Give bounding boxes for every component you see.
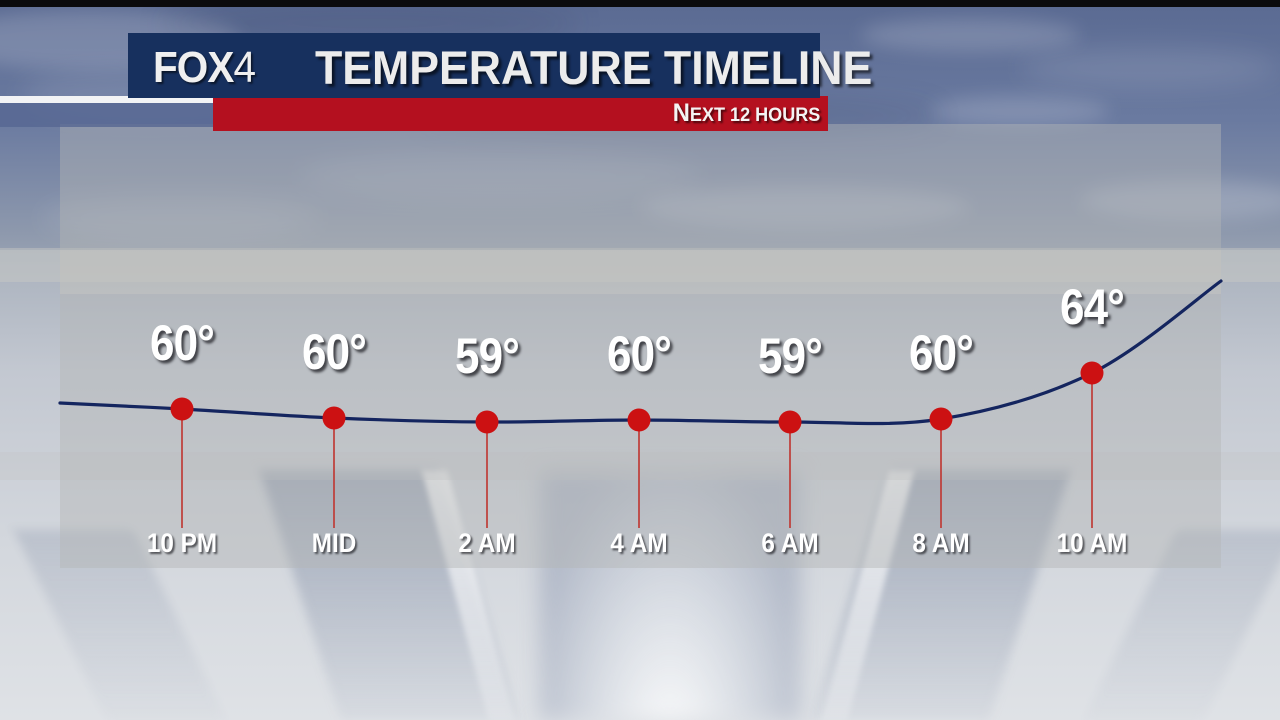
- temperature-data-point[interactable]: [170, 397, 194, 421]
- temperature-data-point[interactable]: [929, 407, 953, 431]
- page-title: TEMPERATURE TIMELINE: [315, 41, 873, 94]
- temperature-value-label: 60°: [909, 325, 974, 381]
- temperature-value-label: 60°: [302, 324, 367, 380]
- header-subtitle: NEXT 12 HOURS: [672, 99, 820, 128]
- marker-stem: [333, 418, 335, 528]
- temperature-value-label: 60°: [607, 326, 672, 382]
- time-axis-label: 8 AM: [912, 528, 970, 558]
- temperature-data-point[interactable]: [475, 410, 499, 434]
- temperature-data-point[interactable]: [1080, 361, 1104, 385]
- fox4-logo-number: 4: [233, 43, 256, 92]
- cloud-decoration: [1020, 48, 1280, 88]
- header-blue-band: [0, 103, 215, 127]
- header-subtitle-mid: EXT 12 H: [689, 105, 768, 126]
- cloud-decoration: [930, 96, 1110, 126]
- marker-stem: [486, 422, 488, 528]
- cloud-decoration: [1080, 180, 1280, 220]
- top-letterbox-bar: [0, 0, 1280, 7]
- panel-inner-band: [60, 250, 1221, 294]
- tunnel-vanishing-point: [540, 470, 800, 720]
- temperature-data-point[interactable]: [778, 410, 802, 434]
- time-axis-label: 2 AM: [458, 528, 516, 558]
- header-subtitle-tail: OURS: [767, 105, 820, 126]
- cloud-decoration: [40, 196, 320, 240]
- marker-stem: [638, 420, 640, 528]
- header-navy-bar: [128, 33, 820, 98]
- temperature-data-point[interactable]: [627, 408, 651, 432]
- time-axis-label: 6 AM: [761, 528, 819, 558]
- cloud-decoration: [640, 186, 970, 228]
- temperature-value-label: 64°: [1060, 279, 1125, 335]
- temperature-data-point[interactable]: [322, 406, 346, 430]
- header-red-bar: [213, 96, 828, 131]
- background-band-lower: [0, 452, 1280, 480]
- background-band-upper: [0, 248, 1280, 282]
- temperature-value-label: 59°: [455, 328, 520, 384]
- temperature-value-label: 59°: [758, 328, 823, 384]
- fox4-logo: FOX4: [153, 43, 256, 93]
- marker-stem: [1091, 373, 1093, 528]
- time-axis-label: 10 PM: [146, 528, 218, 558]
- fox4-logo-word: FOX: [153, 43, 234, 92]
- temperature-value-label: 60°: [150, 315, 215, 371]
- time-axis-label: 10 AM: [1056, 528, 1128, 558]
- time-axis-label: MID: [311, 528, 357, 558]
- marker-stem: [789, 422, 791, 528]
- cloud-decoration: [860, 18, 1080, 52]
- time-axis-label: 4 AM: [610, 528, 668, 558]
- header-subtitle-lead: N: [672, 99, 690, 127]
- cloud-decoration: [300, 150, 700, 202]
- marker-stem: [940, 419, 942, 528]
- header-white-rule: [0, 96, 215, 103]
- marker-stem: [181, 409, 183, 528]
